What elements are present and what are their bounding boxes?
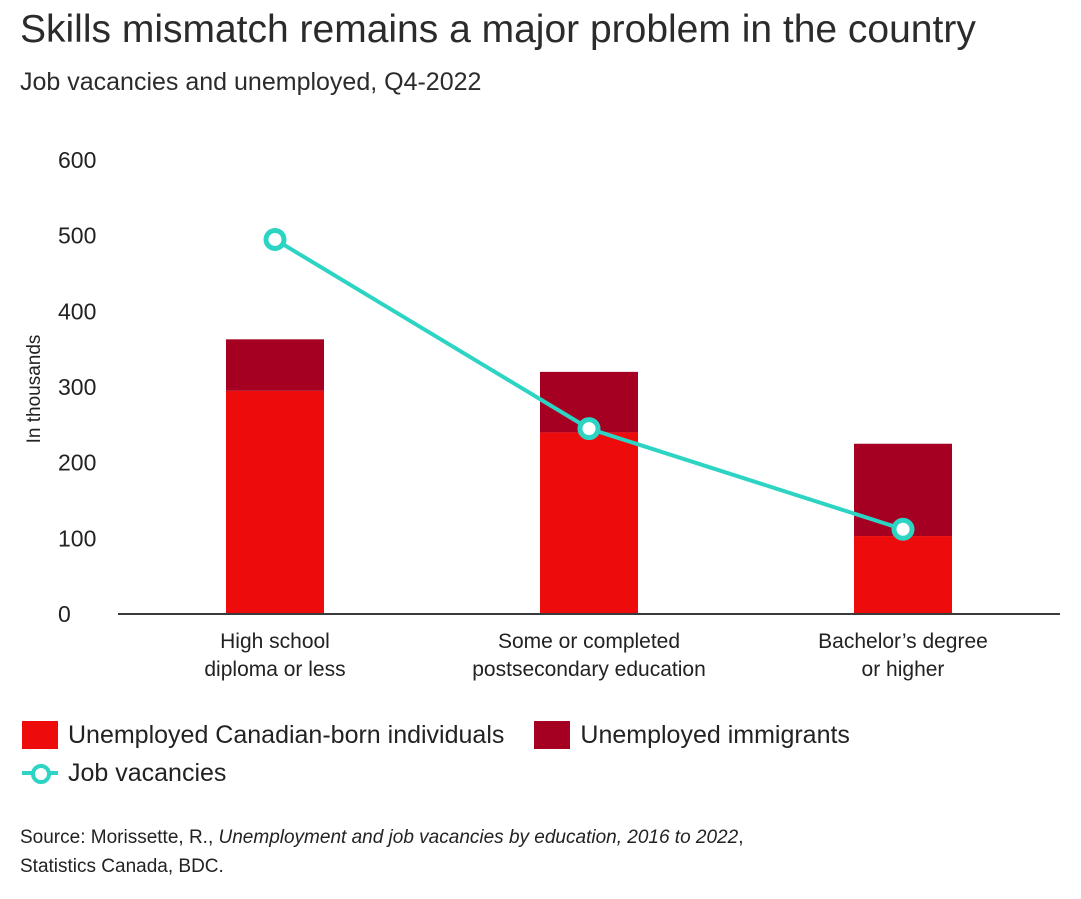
legend-swatch-canadian-born <box>22 721 58 749</box>
source-title: Unemployment and job vacancies by educat… <box>218 827 739 848</box>
chart-subtitle: Job vacancies and unemployed, Q4-2022 <box>20 68 482 96</box>
legend-line-marker-icon <box>22 759 58 787</box>
job-vacancies-point-2 <box>891 517 915 541</box>
source-line2: Statistics Canada, BDC. <box>20 856 224 877</box>
bar-line-chart: 0 100 200 300 400 500 600 In thousands High scho… <box>24 147 1060 681</box>
y-tick-label-300: 300 <box>58 374 96 400</box>
x-tick-label-1: Some or completed postsecondary education <box>472 630 706 681</box>
bar-immigrants-0 <box>226 339 324 391</box>
legend-item-immigrants: Unemployed immigrants <box>534 721 850 750</box>
y-tick-label-600: 600 <box>58 147 96 173</box>
bar-canadian-born-0 <box>226 390 324 614</box>
legend-item-job-vacancies: Job vacancies <box>22 759 226 788</box>
source-prefix: Source: Morissette, R., <box>20 827 219 848</box>
legend-label-immigrants: Unemployed immigrants <box>580 720 850 749</box>
chart-title: Skills mismatch remains a major problem … <box>20 8 976 51</box>
y-tick-label-100: 100 <box>58 525 96 551</box>
bar-canadian-born-2 <box>854 536 952 614</box>
legend-label-job-vacancies: Job vacancies <box>68 758 227 787</box>
y-tick-label-400: 400 <box>58 298 96 324</box>
source-note: Source: Morissette, R., Unemployment and… <box>20 823 1060 881</box>
y-axis-title: In thousands <box>24 335 45 444</box>
legend-label-canadian-born: Unemployed Canadian-born individuals <box>68 720 505 749</box>
y-tick-label-0: 0 <box>58 601 71 627</box>
legend-swatch-immigrants <box>534 721 571 749</box>
x-tick-label-2: Bachelor’s degree or higher <box>818 630 988 681</box>
job-vacancies-point-1 <box>577 417 601 441</box>
source-suffix: , <box>738 827 744 848</box>
legend-item-canadian-born: Unemployed Canadian-born individuals <box>22 721 504 750</box>
bar-canadian-born-1 <box>540 432 638 614</box>
y-tick-label-200: 200 <box>58 450 96 476</box>
legend: Unemployed Canadian-born individuals Une… <box>22 716 880 792</box>
y-tick-label-500: 500 <box>58 223 96 249</box>
job-vacancies-point-0 <box>263 227 287 251</box>
x-tick-label-0: High school diploma or less <box>204 630 345 681</box>
